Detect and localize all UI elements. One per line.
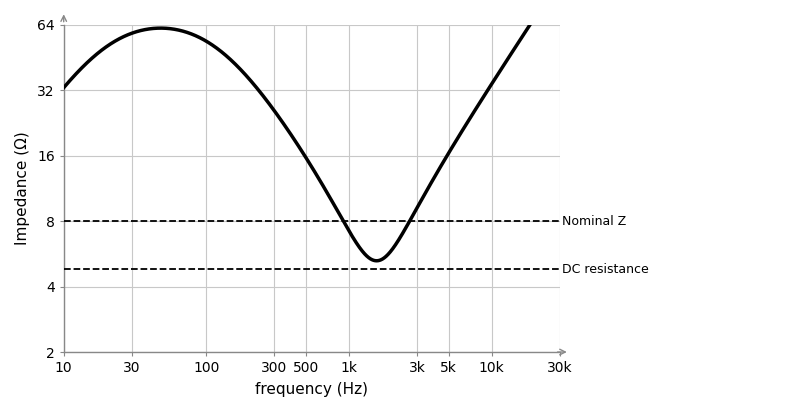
Y-axis label: Impedance (Ω): Impedance (Ω) xyxy=(15,131,30,245)
X-axis label: frequency (Hz): frequency (Hz) xyxy=(255,382,368,397)
Text: DC resistance: DC resistance xyxy=(562,263,649,276)
Text: Nominal Z: Nominal Z xyxy=(562,215,626,227)
